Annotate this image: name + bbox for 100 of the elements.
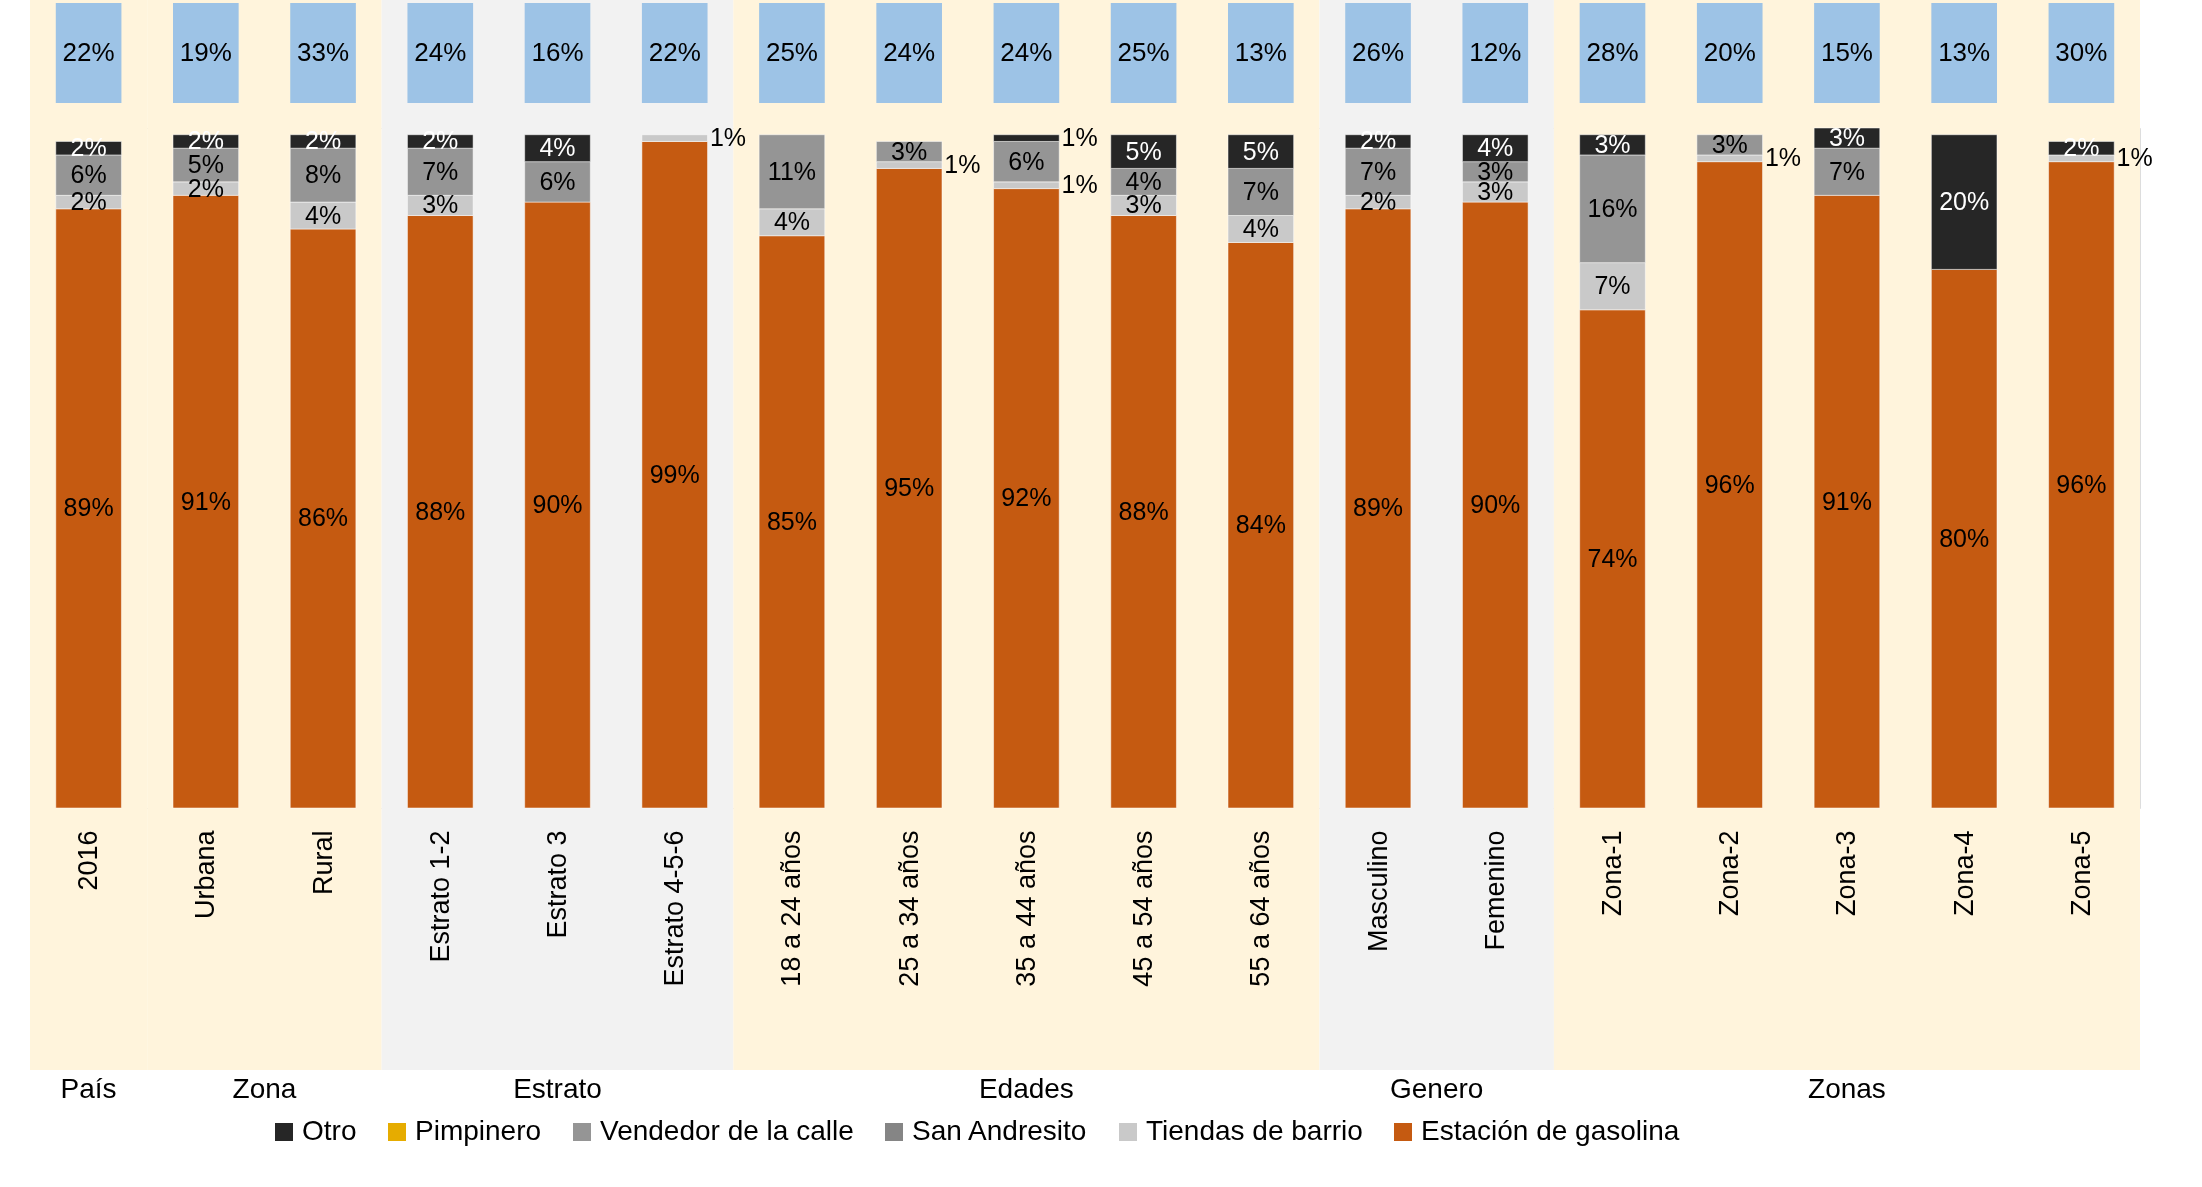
legend-label: San Andresito [912, 1115, 1087, 1146]
text: 22% [62, 37, 115, 67]
text: 19% [179, 37, 232, 67]
band-label: País [60, 1073, 117, 1104]
data-label: 16% [1587, 193, 1638, 222]
data-label: 4% [1242, 213, 1279, 242]
data-label: 1% [1764, 143, 1802, 172]
x-tick-label: 35 a 44 años [1010, 830, 1041, 987]
data-label: 2% [2063, 133, 2100, 162]
x-tick-label: 25 a 34 años [893, 830, 924, 987]
data-label: 4% [304, 200, 342, 229]
data-label: 89% [1353, 493, 1404, 522]
data-label: 20% [1939, 187, 1990, 216]
data-label: 2% [304, 126, 342, 155]
data-label: 2% [1359, 187, 1397, 216]
data-label: 6% [1008, 146, 1045, 175]
x-tick-label: 45 a 54 años [1128, 830, 1159, 987]
x-tick-label: 2016 [73, 830, 104, 891]
x-tick-label: Zona-1 [1597, 830, 1627, 917]
text: 22% [648, 37, 701, 67]
data-label: 1% [2116, 143, 2153, 172]
data-label: 85% [766, 506, 817, 535]
x-tick-label: Masculino [1362, 830, 1393, 953]
data-label: 5% [1242, 136, 1279, 165]
text: 24% [883, 37, 936, 67]
text: 12% [1469, 37, 1522, 67]
legend-label: Tiendas de barrio [1146, 1115, 1363, 1146]
data-label: 89% [63, 493, 114, 522]
text: 25% [1117, 37, 1170, 67]
text: 28% [1586, 37, 1639, 67]
band-label: Genero [1389, 1073, 1484, 1104]
data-label: 1% [944, 150, 981, 179]
x-tick-label: Zona-5 [2065, 830, 2096, 917]
data-label: 3% [1711, 129, 1748, 158]
data-label: 90% [532, 490, 583, 519]
data-label: 92% [1001, 483, 1052, 512]
data-label: 3% [422, 190, 459, 219]
data-label: 7% [1359, 156, 1397, 185]
text: 24% [414, 37, 467, 67]
data-label: 1% [1061, 170, 1098, 199]
data-label: 90% [1470, 490, 1521, 519]
data-label: 96% [2056, 469, 2107, 498]
legend-label: Vendedor de la calle [600, 1115, 854, 1146]
data-label: 2% [1359, 126, 1397, 155]
x-tick-label: Urbana [190, 829, 221, 920]
data-label: 11% [767, 156, 817, 185]
data-label: 74% [1587, 543, 1638, 572]
data-label: 84% [1235, 510, 1286, 539]
data-label: 6% [70, 160, 107, 189]
legend-label: Pimpinero [415, 1115, 542, 1146]
x-tick-label: Estrato 4-5-6 [659, 830, 690, 987]
x-tick-label: Zona-2 [1714, 830, 1745, 917]
data-label: 2% [70, 133, 107, 162]
x-tick-label: Estrato 1-2 [424, 830, 455, 963]
data-label: 4% [1477, 133, 1514, 162]
text: 16% [531, 37, 584, 67]
x-tick-label: Zona-4 [1948, 830, 1979, 917]
x-tick-label: Rural [307, 830, 338, 896]
text: 13% [1938, 37, 1991, 67]
text: 33% [297, 37, 350, 67]
data-label: 1% [1061, 123, 1098, 152]
data-label: 7% [1828, 156, 1866, 185]
band-label: Edades [978, 1073, 1074, 1104]
data-label: 3% [1594, 129, 1631, 158]
data-label: 6% [539, 166, 576, 195]
data-label: 7% [422, 156, 459, 185]
x-tick-label: 55 a 64 años [1245, 830, 1276, 987]
data-label: 99% [649, 459, 700, 488]
data-label: 86% [298, 503, 349, 532]
legend-label: Estación de gasolina [1421, 1115, 1680, 1146]
text: 26% [1352, 37, 1405, 67]
data-label: 1% [709, 123, 747, 152]
data-label: 88% [1118, 496, 1169, 525]
data-label: 91% [1821, 486, 1872, 515]
data-label: 91% [180, 486, 231, 515]
band-label: Zona [232, 1073, 297, 1104]
band-label: Estrato [513, 1073, 602, 1104]
data-label: 4% [539, 133, 576, 162]
text: 25% [765, 37, 818, 67]
x-tick-label: Femenino [1479, 830, 1510, 951]
data-label: 95% [884, 473, 935, 502]
data-label: 88% [415, 496, 466, 525]
data-label: 8% [304, 160, 342, 189]
band-label: Zonas [1808, 1073, 1886, 1104]
data-label: 3% [1828, 123, 1866, 152]
text: 13% [1234, 37, 1287, 67]
legend-label: Otro [302, 1115, 357, 1146]
data-label: 2% [70, 187, 107, 216]
data-label: 80% [1939, 523, 1990, 552]
data-label: 7% [1242, 176, 1279, 205]
data-label: 2% [422, 126, 459, 155]
data-label: 96% [1704, 469, 1755, 498]
text: 30% [2055, 37, 2108, 67]
text: 15% [1820, 37, 1873, 67]
x-tick-label: Estrato 3 [542, 830, 572, 939]
x-tick-label: 18 a 24 años [776, 830, 807, 987]
text: 24% [1000, 37, 1053, 67]
text: 20% [1703, 37, 1756, 67]
data-label: 4% [773, 207, 811, 236]
data-label: 5% [1125, 136, 1162, 165]
